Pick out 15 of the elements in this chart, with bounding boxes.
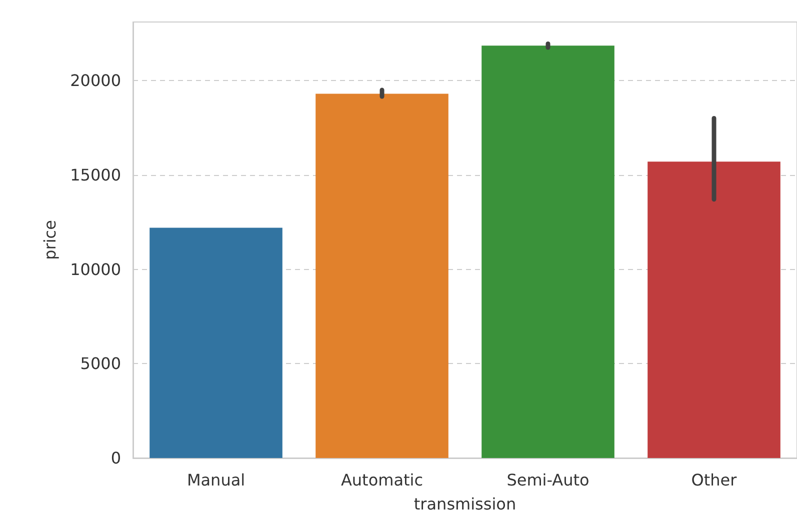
bar xyxy=(316,94,448,458)
y-tick-label: 10000 xyxy=(70,260,121,279)
bar xyxy=(482,46,614,458)
y-tick-label: 0 xyxy=(110,448,121,468)
x-tick-label: Manual xyxy=(186,470,246,490)
x-axis-title: transmission xyxy=(414,494,516,514)
y-tick-label: 20000 xyxy=(70,71,121,90)
y-tick-label: 5000 xyxy=(80,354,121,374)
x-tick-label: Semi-Auto xyxy=(506,470,590,490)
y-axis-title: price xyxy=(40,220,60,260)
bar xyxy=(150,228,282,458)
x-tick-label: Other xyxy=(691,470,738,490)
x-tick-label: Automatic xyxy=(340,470,424,490)
bar xyxy=(648,162,780,458)
y-tick-label: 15000 xyxy=(70,165,121,184)
